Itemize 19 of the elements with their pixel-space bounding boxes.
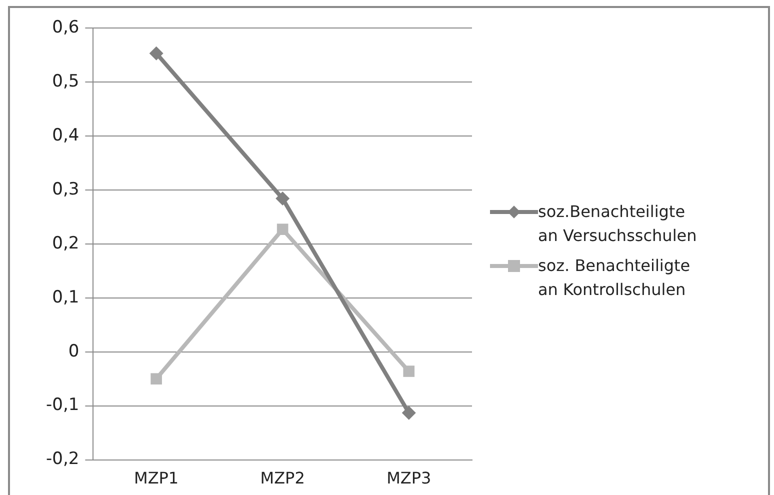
y-tick-label: 0,3 [52,179,80,200]
y-tick-label: 0,4 [52,125,80,146]
y-tick-label: -0,2 [46,449,80,470]
y-tick-label: 0 [68,341,80,362]
y-tick-label: 0,1 [52,287,80,308]
y-tick-label: 0,5 [52,71,80,92]
point [403,366,415,377]
y-tick-label: -0,1 [46,395,80,416]
x-tick-label: MZP3 [386,468,432,488]
x-tick-label: MZP1 [134,468,179,488]
point [276,192,290,206]
point [150,373,162,384]
point [276,224,288,235]
x-tick-label: MZP2 [260,468,305,488]
legend-label: soz. Benachteiligte an Kontrollschulen [538,255,692,301]
point [149,46,164,60]
y-tick-label: 0,2 [52,233,80,254]
y-tick-label: 0,6 [52,17,80,38]
point [402,406,416,420]
